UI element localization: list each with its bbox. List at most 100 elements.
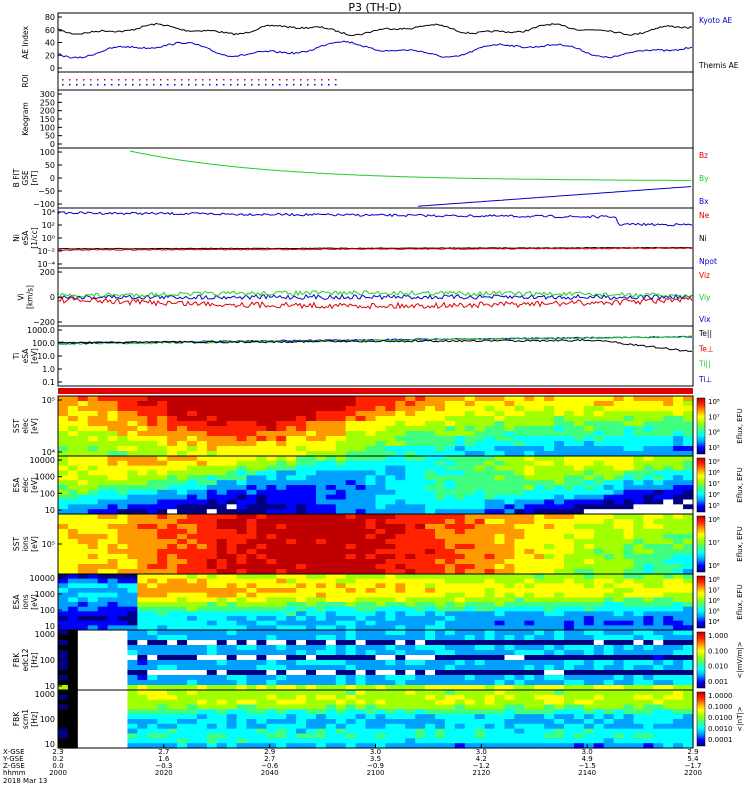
spec-esa-i-cell — [405, 588, 416, 594]
spec-fbk-e-cell — [216, 675, 228, 681]
spec-fbk-e-cell — [345, 640, 357, 646]
spec-fbk-e-cell — [177, 640, 188, 646]
spec-esa-e-cell — [464, 465, 476, 472]
spec-fbk-e-cell — [186, 660, 198, 666]
spec-sst-i-ylabel-2: [eV] — [30, 536, 39, 552]
spec-fbk-b-cell — [127, 690, 138, 696]
spec-esa-i-cell — [266, 620, 277, 626]
spec-sst-e-cell — [593, 411, 605, 417]
spec-sst-i-cell — [504, 529, 516, 535]
spec-fbk-e-cell — [504, 630, 516, 636]
spec-esa-e-cell — [365, 475, 377, 481]
spec-sst-i-cell — [246, 559, 258, 565]
spec-fbk-e-cell — [137, 650, 148, 656]
spec-esa-i-cell — [554, 602, 565, 608]
spec-esa-e-cell — [385, 494, 396, 501]
spec-esa-i-cell — [454, 611, 466, 617]
spec-fbk-e-cell — [593, 670, 605, 676]
spec-sst-i-cell — [613, 539, 625, 545]
spec-esa-e-cell — [325, 499, 337, 505]
spec-sst-i-cell — [454, 554, 466, 560]
spec-sst-i-cell — [256, 559, 267, 565]
spec-fbk-b-cell — [444, 733, 456, 739]
spec-fbk-e-cell — [286, 635, 297, 641]
spec-esa-e-ytick-1: 1000 — [35, 473, 55, 482]
spec-sst-i-cell — [544, 569, 555, 575]
spec-fbk-e-cell — [454, 650, 466, 656]
spec-fbk-b-cell — [603, 699, 615, 706]
spec-fbk-e-cell — [196, 645, 208, 651]
spec-fbk-e-cell — [524, 645, 535, 651]
spec-esa-i-cell — [484, 574, 496, 580]
spec-fbk-e-cell — [444, 660, 456, 666]
spec-sst-i-cell — [345, 534, 357, 540]
spec-esa-i-cell — [306, 625, 317, 631]
spec-sst-i-cell — [375, 559, 387, 565]
spec-fbk-b-cell — [663, 738, 674, 744]
spec-sst-e-cell — [186, 436, 198, 442]
spec-fbk-e-cell — [296, 680, 307, 686]
spec-fbk-e-cell — [107, 645, 119, 651]
spec-esa-i-cell — [167, 583, 178, 589]
spec-sst-i-cell — [435, 559, 446, 565]
spec-esa-e-cell — [613, 456, 625, 462]
spec-esa-e-cell — [355, 504, 367, 510]
spec-sst-i-cell — [97, 534, 109, 540]
spec-sst-e-cell — [573, 431, 585, 437]
spec-fbk-e-cell — [97, 630, 109, 636]
spec-sst-i-cell — [87, 569, 99, 575]
spec-sst-i-cell — [137, 569, 148, 575]
spec-esa-e-cell — [385, 456, 396, 462]
spec-fbk-e-cell — [395, 660, 406, 666]
spec-esa-i-cell — [137, 602, 148, 608]
spec-fbk-b-cell — [603, 694, 615, 701]
spec-fbk-b-cell — [643, 723, 654, 730]
spec-esa-e-cell — [276, 480, 287, 486]
spec-esa-i-cell — [663, 588, 674, 594]
spec-esa-e-cell — [117, 475, 129, 481]
spec-esa-i-cell — [444, 574, 456, 580]
spec-esa-i-cell — [653, 592, 664, 598]
spec-sst-i-cell — [226, 564, 238, 570]
spec-esa-i-cell — [196, 574, 208, 580]
spec-sst-i-cell — [196, 534, 208, 540]
spec-esa-e-cell — [633, 489, 644, 496]
spec-esa-e-cell — [534, 470, 545, 476]
spec-sst-e-cell — [534, 421, 545, 427]
spec-sst-e-cell — [355, 406, 367, 412]
roi-dot-red-5 — [97, 79, 99, 81]
spec-fbk-e-cell — [296, 675, 307, 681]
spec-sst-i-cell — [405, 569, 416, 575]
spec-fbk-b-cell — [306, 733, 317, 739]
roi-dot-red-8 — [118, 79, 120, 81]
spec-sst-e-cell — [306, 436, 317, 442]
spec-sst-i-cell — [395, 554, 406, 560]
spec-sst-e-cell — [524, 416, 535, 422]
spec-sst-e-cell — [58, 431, 69, 437]
spec-sst-e-cell — [435, 421, 446, 427]
spec-esa-e-cell — [643, 485, 654, 491]
spec-esa-i-cell — [464, 616, 476, 622]
spec-sst-e-cell — [296, 431, 307, 437]
spec-esa-e-cell — [494, 504, 506, 510]
spec-fbk-b-cell — [266, 728, 277, 735]
spec-fbk-b-cell — [395, 709, 406, 715]
spec-sst-e-cell — [335, 451, 347, 457]
spec-sst-i-cell — [365, 554, 377, 560]
spec-esa-e-cell — [177, 494, 188, 501]
spec-fbk-b-ylabel-2: [Hz] — [30, 711, 39, 727]
spec-fbk-e-cell — [206, 635, 218, 641]
spec-esa-e-cell — [97, 465, 109, 472]
spec-sst-i-cell — [345, 569, 357, 575]
spec-fbk-e-cell — [484, 665, 496, 671]
spec-esa-i-cell — [385, 611, 396, 617]
spec-fbk-b-cell — [137, 728, 148, 735]
spec-sst-i-cell — [236, 534, 248, 540]
spec-esa-e-cell — [355, 485, 367, 491]
spec-esa-e-cell — [385, 460, 396, 467]
spec-sst-e-cell — [216, 401, 228, 407]
spec-sst-i-cell — [554, 529, 565, 535]
spec-sst-i-cell — [206, 559, 218, 565]
spec-sst-i-cell — [315, 544, 327, 550]
spec-fbk-b-cell — [544, 733, 555, 739]
